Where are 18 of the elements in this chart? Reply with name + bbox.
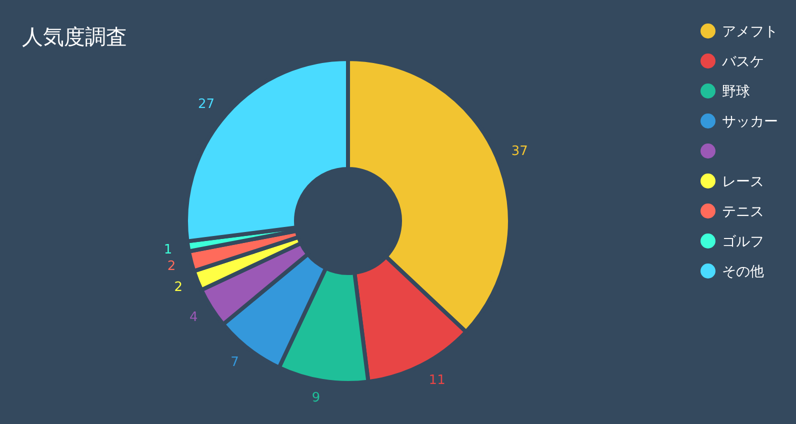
data-label: 4 <box>189 310 198 325</box>
chart-title: 人気度調査 <box>22 25 127 49</box>
legend-label: レース <box>722 174 764 190</box>
legend-label: テニス <box>722 204 764 220</box>
legend-label: バスケ <box>721 54 764 70</box>
data-label: 2 <box>174 280 182 296</box>
legend-label: 野球 <box>722 84 750 100</box>
data-label: 27 <box>198 96 214 112</box>
data-label: 37 <box>511 144 528 159</box>
legend-label: その他 <box>722 264 764 280</box>
legend-label: サッカー <box>722 114 778 130</box>
legend-label: アメフト <box>722 24 778 40</box>
legend-label: ゴルフ <box>722 234 764 250</box>
data-label: 7 <box>230 355 239 370</box>
data-label: 9 <box>312 390 320 406</box>
data-label: 11 <box>428 373 446 388</box>
data-label: 2 <box>167 258 176 274</box>
data-label: 1 <box>164 242 172 258</box>
